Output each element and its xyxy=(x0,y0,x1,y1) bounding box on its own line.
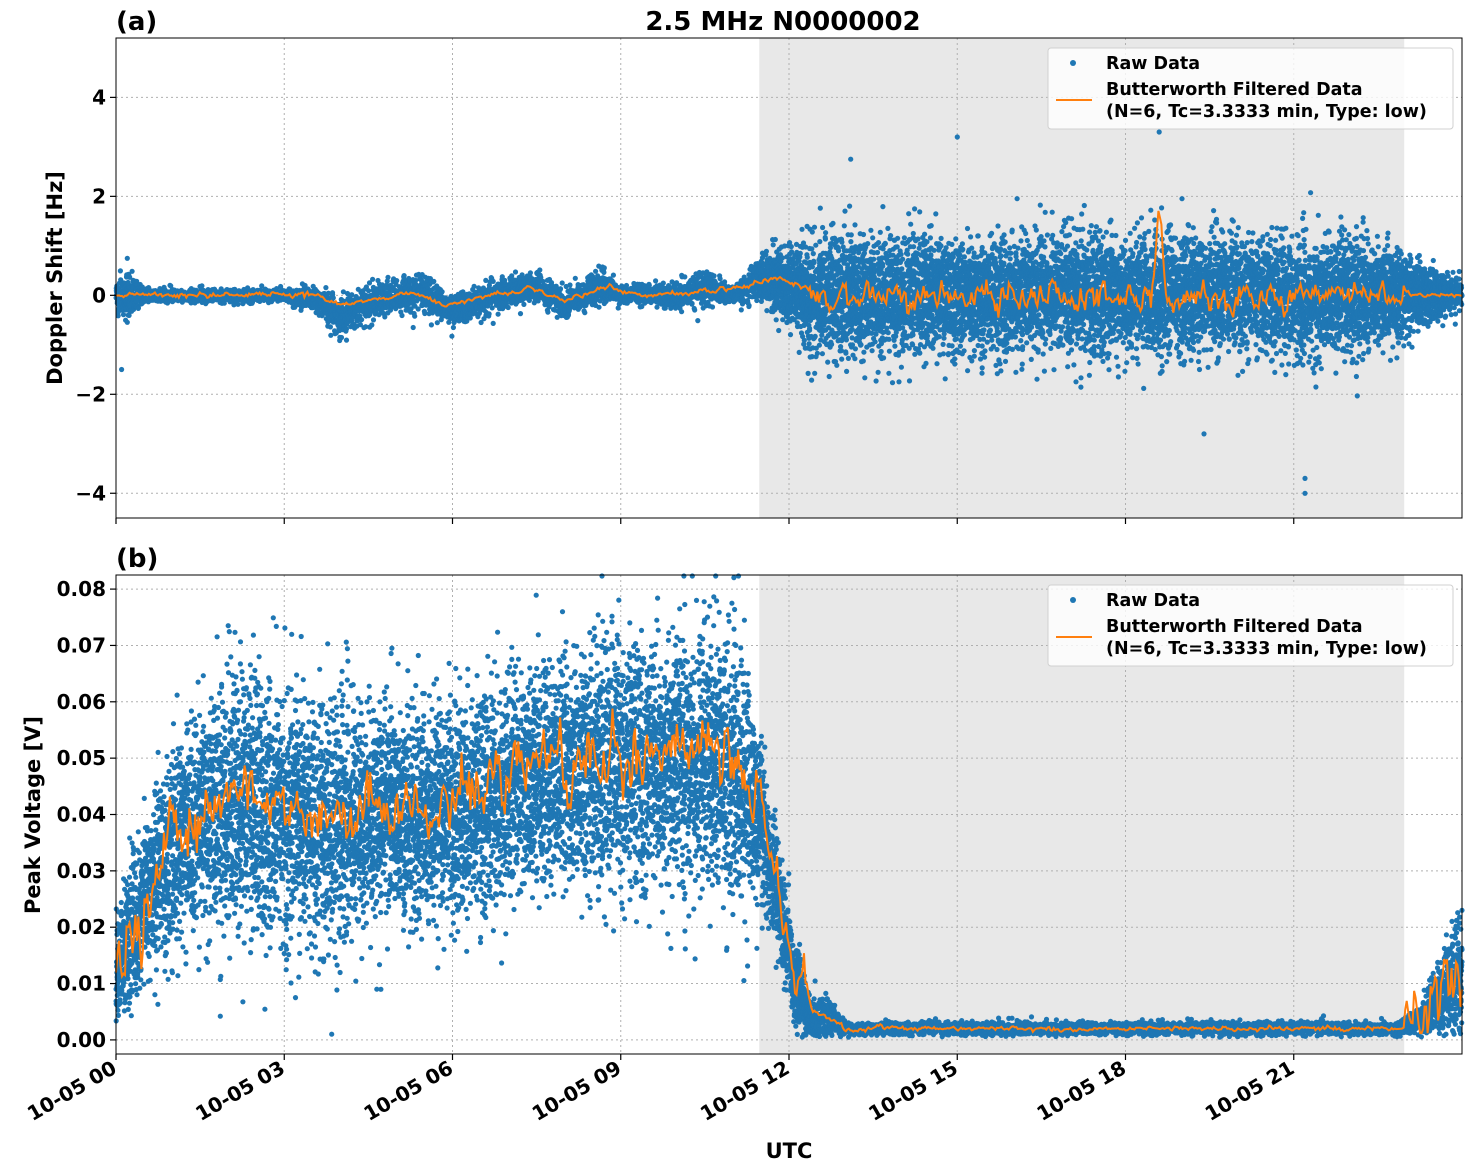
panel-a-raw-point xyxy=(776,327,782,334)
panel-a-raw-point xyxy=(593,268,599,274)
panel-a-raw-point xyxy=(738,307,744,313)
panel-a-raw-point xyxy=(517,311,524,317)
panel-a-raw-point xyxy=(770,242,776,248)
panel-a-raw-point xyxy=(796,349,802,355)
panel-a-raw-point xyxy=(490,320,496,326)
panel-a-raw-point xyxy=(799,226,805,232)
panel-a-raw-point xyxy=(359,317,365,323)
panel-a-raw-point xyxy=(557,286,564,292)
panel-a-raw-point xyxy=(512,269,519,275)
panel-a-raw-point xyxy=(521,301,527,307)
panel-a-raw-point xyxy=(695,318,701,324)
panel-a-label: (a) xyxy=(116,7,157,37)
panel-a-raw-point xyxy=(401,273,407,279)
panel-a-raw-point xyxy=(788,244,794,250)
panel-a-raw-point xyxy=(450,324,456,331)
panel-a-raw-point xyxy=(610,272,617,278)
panel-a-raw-point xyxy=(486,311,492,317)
panel-a-raw-point xyxy=(559,280,565,286)
panel-a-raw-point xyxy=(717,276,723,282)
panel-a-raw-point xyxy=(545,309,551,315)
panel-a-raw-point xyxy=(495,311,501,317)
panel-a-raw-point xyxy=(797,250,803,256)
panel-a-raw-point xyxy=(527,270,534,276)
panel-a-raw-point xyxy=(327,324,333,330)
panel-a-raw-point xyxy=(653,278,659,284)
panel-a-raw-point xyxy=(537,267,543,273)
panel-a-raw-point xyxy=(431,278,437,284)
panel-a-raw-point xyxy=(601,269,607,275)
panel-a-raw-point xyxy=(801,337,807,343)
panel-a-raw-point xyxy=(410,324,416,331)
figure-title: 2.5 MHz N0000002 xyxy=(645,7,920,37)
panel-a-raw-point xyxy=(692,307,698,313)
panel-a-raw-point xyxy=(471,283,477,289)
panel-a-raw-point xyxy=(567,282,573,288)
panel-a-raw-point xyxy=(746,302,752,309)
panel-a-raw-point xyxy=(764,308,770,314)
panel-a-raw-point xyxy=(439,289,445,295)
panel-a-raw-point xyxy=(709,304,716,310)
panel-a-raw-point xyxy=(135,305,141,311)
panel-a-raw-point xyxy=(490,278,496,284)
panel-a-raw-point xyxy=(323,285,329,291)
panel-a-raw-point xyxy=(124,319,130,325)
panel-a-doppler-shift: (a) 420−2−4 Doppler Shift [Hz] Raw Data … xyxy=(43,7,1465,524)
panel-a-raw-point xyxy=(682,274,688,280)
panel-a-raw-point xyxy=(370,276,376,282)
panel-a-raw-point xyxy=(763,248,770,254)
panel-a-raw-point xyxy=(399,312,405,319)
panel-a-raw-point xyxy=(505,304,511,311)
panel-a-raw-point xyxy=(679,309,685,315)
panel-a-raw-point xyxy=(366,288,372,294)
panel-a-raw-point xyxy=(601,265,607,271)
panel-a-raw-point xyxy=(428,322,434,328)
panel-a-raw-point xyxy=(565,312,572,318)
panel-a-raw-point xyxy=(772,236,778,243)
panel-a-raw-point xyxy=(787,332,794,338)
panel-a-raw-point xyxy=(773,317,779,323)
panel-a-raw-point xyxy=(117,268,123,274)
panel-a-raw-point xyxy=(115,313,121,319)
panel-a-raw-point xyxy=(338,334,345,341)
panel-a-raw-point xyxy=(754,297,760,304)
panel-a-raw-point xyxy=(124,255,130,261)
panel-a-raw-point xyxy=(722,279,728,285)
panel-a-raw-point xyxy=(126,312,132,318)
panel-a-raw-point xyxy=(582,310,588,316)
panel-a-raw-point xyxy=(199,283,205,289)
panel-a-raw-point xyxy=(711,273,717,279)
panel-a-raw-point xyxy=(689,300,695,307)
panel-a-raw-point xyxy=(369,322,375,328)
panel-a-raw-point xyxy=(343,337,350,343)
panel-a-raw-point xyxy=(370,317,377,323)
panel-a-raw-point xyxy=(394,278,400,284)
panel-a-raw-point xyxy=(127,274,133,280)
panel-a-raw-point xyxy=(449,333,455,339)
panel-a-raw-point xyxy=(385,274,391,280)
panel-a-raw-point xyxy=(779,255,786,261)
panel-a-raw-point xyxy=(129,268,135,274)
panel-a-raw-point xyxy=(412,313,418,319)
panel-a-raw-point xyxy=(572,275,578,281)
panel-a-raw-point xyxy=(660,280,666,286)
panel-a-raw-point xyxy=(120,312,127,318)
panel-a-raw-point xyxy=(596,304,602,310)
panel-a-raw-point xyxy=(235,301,241,307)
